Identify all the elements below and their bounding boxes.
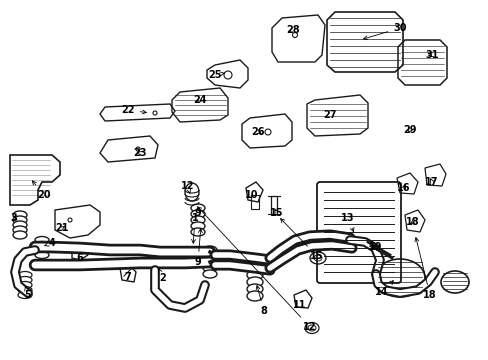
Ellipse shape <box>13 221 27 229</box>
Text: 31: 31 <box>425 50 438 60</box>
Text: 15: 15 <box>270 208 283 218</box>
Ellipse shape <box>35 247 49 253</box>
Ellipse shape <box>13 231 27 239</box>
Ellipse shape <box>18 282 32 288</box>
Ellipse shape <box>18 287 32 293</box>
Bar <box>250 195 259 209</box>
Ellipse shape <box>198 251 205 263</box>
Text: 23: 23 <box>133 148 146 158</box>
Text: 13: 13 <box>341 213 354 231</box>
Ellipse shape <box>246 277 263 287</box>
Ellipse shape <box>203 246 217 254</box>
Text: 3: 3 <box>11 213 18 223</box>
Text: 27: 27 <box>323 110 336 120</box>
Text: 16: 16 <box>396 183 410 193</box>
Text: 9: 9 <box>194 229 202 267</box>
Ellipse shape <box>203 270 217 278</box>
Ellipse shape <box>246 263 263 273</box>
Text: 15: 15 <box>280 219 323 261</box>
Ellipse shape <box>18 292 32 298</box>
Text: 19: 19 <box>368 242 382 252</box>
Text: 6: 6 <box>77 253 83 263</box>
Ellipse shape <box>191 216 204 224</box>
Text: 12: 12 <box>181 181 194 194</box>
Ellipse shape <box>191 222 204 230</box>
Text: 18: 18 <box>414 238 436 300</box>
Text: 8: 8 <box>256 285 267 316</box>
Ellipse shape <box>35 252 49 258</box>
Ellipse shape <box>13 211 27 219</box>
Ellipse shape <box>35 242 49 248</box>
Text: 1: 1 <box>191 213 198 243</box>
Ellipse shape <box>192 251 199 263</box>
Ellipse shape <box>13 216 27 224</box>
Ellipse shape <box>13 226 27 234</box>
Text: 11: 11 <box>293 300 306 310</box>
Text: 18: 18 <box>406 217 419 227</box>
Text: 4: 4 <box>45 238 55 248</box>
Text: 17: 17 <box>425 177 438 187</box>
Text: 21: 21 <box>55 223 69 233</box>
Ellipse shape <box>203 252 217 260</box>
Text: 7: 7 <box>124 272 131 282</box>
Ellipse shape <box>18 276 32 284</box>
Text: 29: 29 <box>403 125 416 135</box>
Ellipse shape <box>35 237 49 243</box>
Text: 14: 14 <box>374 281 392 297</box>
Bar <box>270 196 276 214</box>
Text: 30: 30 <box>363 23 406 40</box>
Ellipse shape <box>191 228 204 236</box>
Ellipse shape <box>186 251 193 263</box>
Ellipse shape <box>18 271 32 279</box>
Ellipse shape <box>191 204 204 212</box>
Ellipse shape <box>203 258 217 266</box>
Ellipse shape <box>246 291 263 301</box>
Text: 20: 20 <box>32 181 51 200</box>
Text: 2: 2 <box>158 269 166 283</box>
Text: 10: 10 <box>245 190 258 200</box>
Text: 9: 9 <box>194 208 201 218</box>
Text: 22: 22 <box>121 105 146 115</box>
Text: 24: 24 <box>193 95 206 105</box>
Ellipse shape <box>184 183 199 201</box>
Text: 12: 12 <box>197 207 316 332</box>
Ellipse shape <box>246 270 263 280</box>
Ellipse shape <box>203 264 217 272</box>
Text: 26: 26 <box>251 127 264 137</box>
Ellipse shape <box>246 284 263 294</box>
Text: 25: 25 <box>208 70 224 80</box>
Text: 28: 28 <box>285 25 299 35</box>
Ellipse shape <box>191 210 204 218</box>
Text: 5: 5 <box>24 287 31 300</box>
